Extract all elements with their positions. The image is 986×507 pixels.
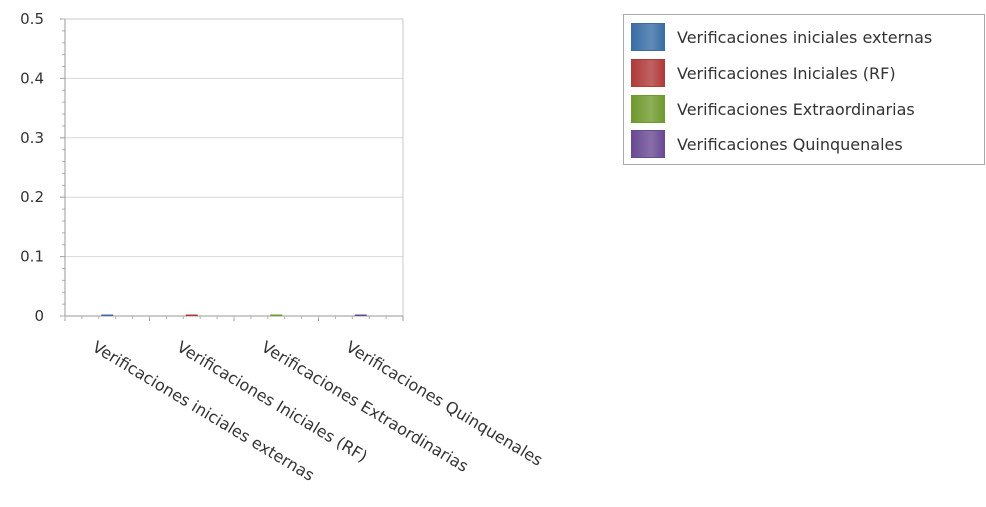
- legend-swatch: [631, 95, 665, 123]
- legend-swatch: [631, 23, 665, 51]
- y-tick-label: 0.1: [20, 248, 44, 266]
- legend-label: Verificaciones Quinquenales: [677, 134, 903, 154]
- legend: Verificaciones iniciales externas Verifi…: [623, 14, 985, 165]
- legend-item: Verificaciones Quinquenales: [631, 130, 903, 158]
- grid-lines: [65, 18, 403, 258]
- x-axis-category-labels: Verificaciones iniciales externasVerific…: [89, 337, 546, 485]
- legend-item: Verificaciones iniciales externas: [631, 23, 932, 51]
- bar: [354, 314, 367, 316]
- y-tick-label: 0: [34, 307, 44, 325]
- legend-label: Verificaciones iniciales externas: [677, 27, 933, 47]
- axes: [60, 18, 404, 321]
- legend-swatch: [631, 130, 665, 158]
- y-tick-label: 0.5: [20, 10, 44, 28]
- bar: [270, 314, 283, 316]
- legend-label: Verificaciones Extraordinarias: [677, 99, 915, 119]
- legend-swatch: [631, 59, 665, 87]
- legend-label: Verificaciones Iniciales (RF): [677, 63, 896, 83]
- y-tick-label: 0.3: [20, 129, 44, 147]
- legend-item: Verificaciones Extraordinarias: [631, 95, 915, 123]
- y-tick-label: 0.4: [20, 69, 44, 87]
- bars: [101, 314, 367, 316]
- bar: [101, 314, 114, 316]
- legend-item: Verificaciones Iniciales (RF): [631, 59, 896, 87]
- y-axis-tick-labels: 0 0.1 0.2 0.3 0.4 0.5: [20, 10, 44, 325]
- y-tick-label: 0.2: [20, 188, 44, 206]
- bar: [185, 314, 198, 316]
